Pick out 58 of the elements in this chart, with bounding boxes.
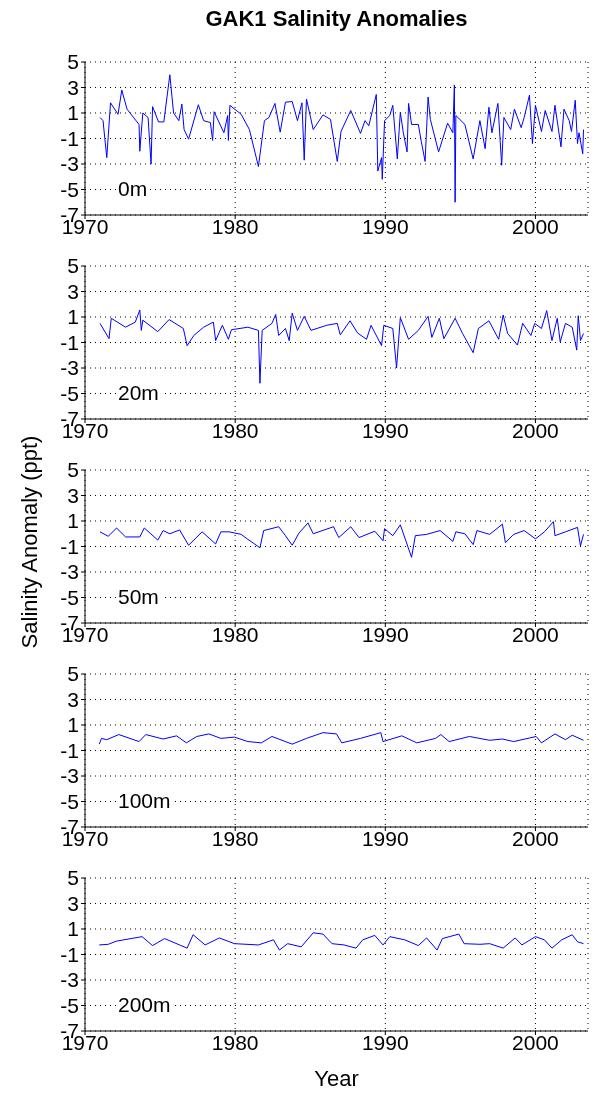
line-series — [98, 932, 584, 951]
annotation: 100m — [116, 787, 173, 814]
x-tick-label: 2000 — [512, 214, 559, 238]
chart-title: GAK1 Salinity Anomalies — [204, 6, 469, 32]
x-tick-label: 1990 — [361, 214, 409, 238]
x-tick-label: 1980 — [211, 418, 259, 442]
x-tick-label: 1990 — [361, 1030, 409, 1054]
x-tick-label: 1980 — [211, 622, 259, 646]
y-tick-label: -1 — [60, 738, 79, 762]
x-tick-label: 2000 — [512, 826, 559, 850]
x-tick-label: 2000 — [512, 622, 559, 646]
y-tick-label: 3 — [67, 687, 79, 711]
annotation: 20m — [116, 379, 161, 406]
line-series — [99, 74, 584, 203]
y-tick-label: -3 — [60, 968, 79, 992]
y-tick-label: 3 — [67, 75, 79, 99]
x-tick-label: 1980 — [211, 826, 259, 850]
x-tick-label: 1990 — [361, 826, 409, 850]
x-tick-label: 1990 — [361, 418, 409, 442]
y-tick-label: -5 — [60, 585, 79, 609]
y-tick-label: -1 — [60, 942, 79, 966]
y-tick-label: -5 — [60, 381, 79, 405]
line-series — [99, 521, 584, 558]
y-tick-label: 1 — [67, 101, 79, 125]
x-tick-label: 2000 — [512, 1030, 559, 1054]
y-tick-label: -1 — [60, 330, 79, 354]
x-tick-label: 1980 — [211, 214, 259, 238]
y-tick-label: -3 — [60, 356, 79, 380]
annotation: 0m — [116, 175, 150, 202]
y-tick-label: -1 — [60, 534, 79, 558]
line-series — [98, 732, 584, 745]
y-tick-label: 3 — [67, 483, 79, 507]
x-tick-label: 1980 — [211, 1030, 259, 1054]
y-tick-label: -5 — [60, 789, 79, 813]
y-tick-label: 5 — [67, 458, 79, 482]
y-tick-label: 5 — [67, 50, 79, 74]
y-axis-title: Salinity Anomaly (ppt) — [17, 435, 43, 649]
y-tick-label: -1 — [60, 126, 79, 150]
y-tick-label: 1 — [67, 509, 79, 533]
y-tick-label: 3 — [67, 279, 79, 303]
y-tick-label: -3 — [60, 764, 79, 788]
y-tick-label: 1 — [67, 917, 79, 941]
y-tick-label: -5 — [60, 993, 79, 1017]
y-tick-label: 5 — [67, 866, 79, 890]
y-tick-label: 5 — [67, 254, 79, 278]
y-tick-label: 5 — [67, 662, 79, 686]
annotation: 200m — [116, 991, 173, 1018]
line-series — [99, 309, 584, 384]
y-tick-label: 1 — [67, 305, 79, 329]
y-tick-label: 3 — [67, 891, 79, 915]
x-tick-label: 2000 — [512, 418, 559, 442]
y-tick-label: -5 — [60, 177, 79, 201]
x-tick-label: 1990 — [361, 622, 409, 646]
y-tick-label: 1 — [67, 713, 79, 737]
y-tick-label: -3 — [60, 560, 79, 584]
x-axis-title: Year — [313, 1066, 360, 1092]
annotation: 50m — [116, 583, 161, 610]
y-tick-label: -3 — [60, 152, 79, 176]
